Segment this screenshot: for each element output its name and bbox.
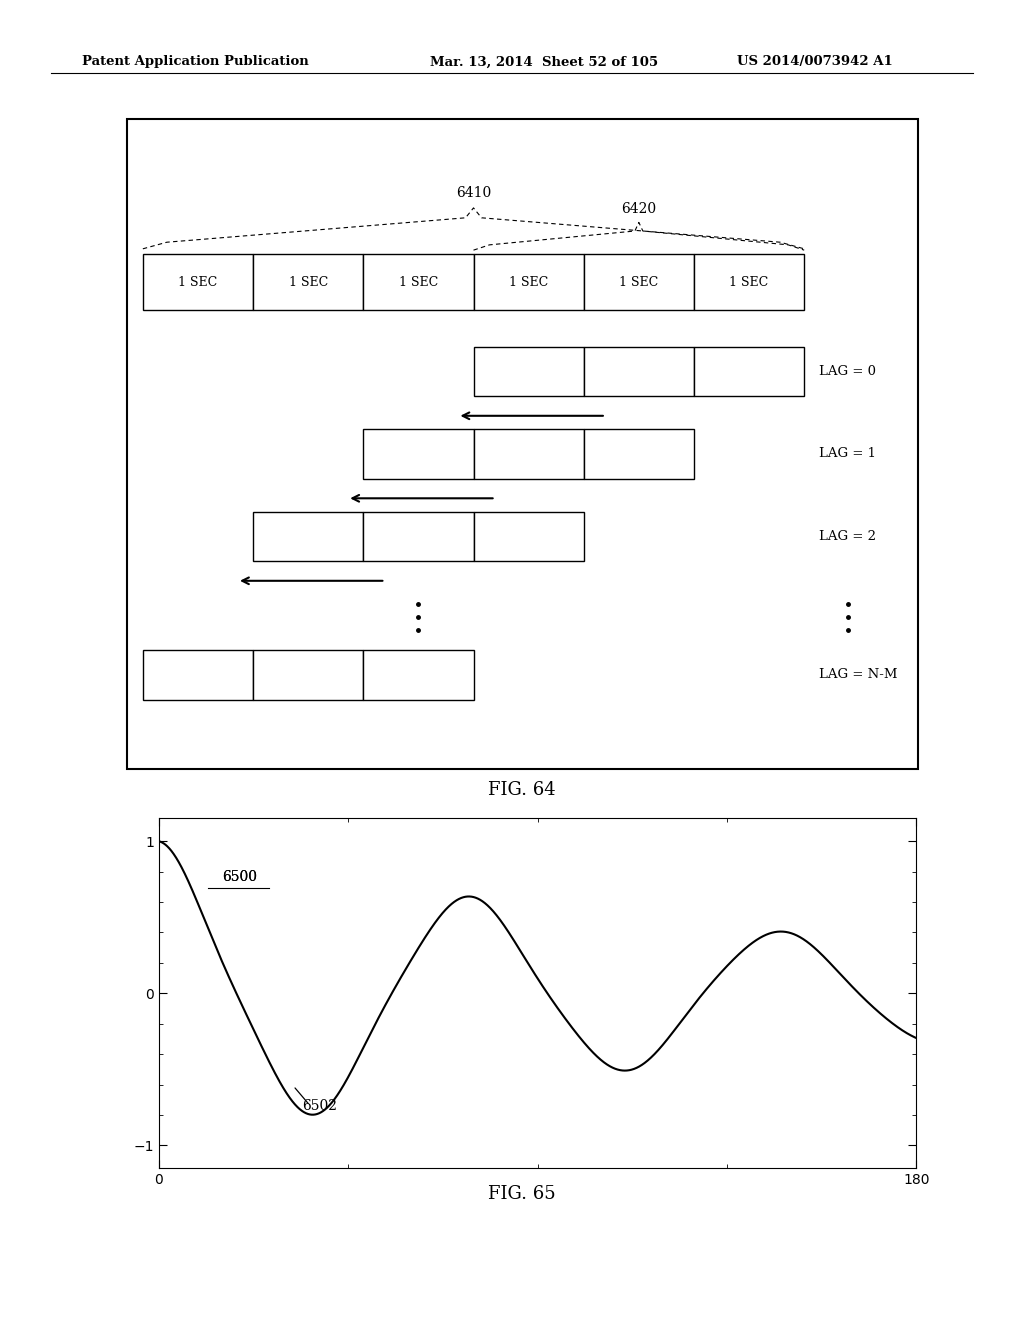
Text: 1 SEC: 1 SEC — [398, 276, 438, 289]
Bar — [253, 651, 364, 700]
Bar — [584, 255, 694, 310]
Text: Mar. 13, 2014  Sheet 52 of 105: Mar. 13, 2014 Sheet 52 of 105 — [430, 55, 658, 69]
Text: 1 SEC: 1 SEC — [729, 276, 769, 289]
Bar — [473, 429, 584, 479]
Bar — [694, 255, 804, 310]
Bar — [364, 429, 473, 479]
Text: 6420: 6420 — [622, 202, 656, 216]
Text: 6500: 6500 — [222, 870, 257, 884]
Text: LAG = 1: LAG = 1 — [818, 447, 876, 461]
Bar — [584, 429, 694, 479]
Bar — [364, 651, 473, 700]
Bar — [584, 346, 694, 396]
Text: LAG = 0: LAG = 0 — [818, 364, 876, 378]
Text: LAG = 2: LAG = 2 — [818, 529, 876, 543]
Bar — [364, 511, 473, 561]
Text: LAG = N-M: LAG = N-M — [818, 668, 897, 681]
Bar — [473, 346, 584, 396]
Text: FIG. 64: FIG. 64 — [488, 781, 556, 800]
Text: 6502: 6502 — [302, 1100, 337, 1113]
Text: US 2014/0073942 A1: US 2014/0073942 A1 — [737, 55, 893, 69]
Text: Patent Application Publication: Patent Application Publication — [82, 55, 308, 69]
Text: 6410: 6410 — [456, 186, 492, 199]
Bar — [364, 255, 473, 310]
Text: 1 SEC: 1 SEC — [178, 276, 217, 289]
Text: 6500: 6500 — [222, 870, 257, 884]
Text: 1 SEC: 1 SEC — [289, 276, 328, 289]
Bar — [253, 255, 364, 310]
Bar — [143, 255, 253, 310]
Text: 1 SEC: 1 SEC — [509, 276, 548, 289]
Bar — [143, 651, 253, 700]
Bar — [694, 346, 804, 396]
Text: FIG. 65: FIG. 65 — [488, 1185, 556, 1204]
Bar — [473, 255, 584, 310]
Text: 1 SEC: 1 SEC — [620, 276, 658, 289]
Bar — [473, 511, 584, 561]
Bar — [253, 511, 364, 561]
